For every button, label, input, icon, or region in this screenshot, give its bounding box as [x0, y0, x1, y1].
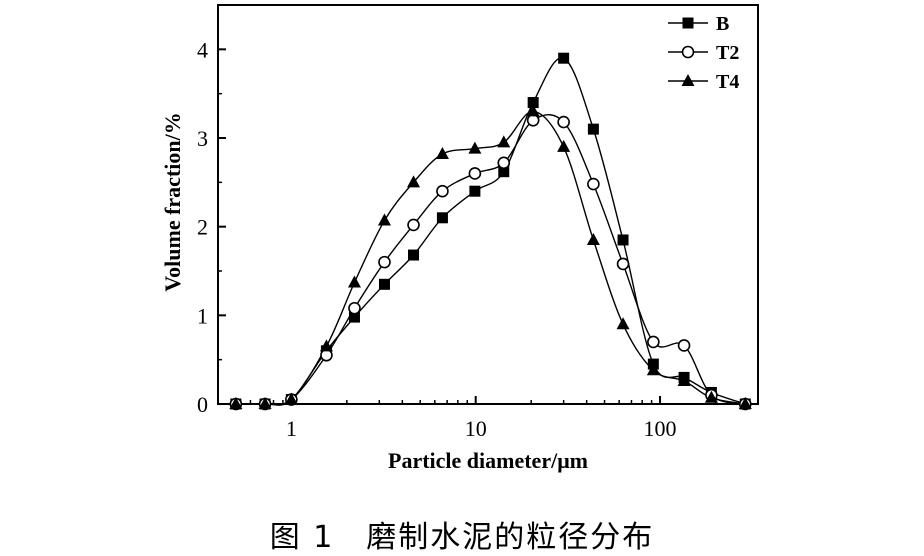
data-point-t4	[468, 141, 482, 154]
data-point-t4	[407, 175, 421, 188]
axis-ticks: 1 10 100 0 1 2 3 4	[197, 37, 749, 441]
data-point-t2	[436, 184, 449, 198]
x-tick-label: 100	[644, 416, 677, 441]
y-tick-label: 2	[197, 215, 208, 240]
x-axis-title: Particle diameter/μm	[388, 448, 588, 473]
y-tick-label: 4	[197, 37, 208, 62]
data-point-b	[408, 249, 420, 261]
data-point-t4	[377, 213, 391, 226]
legend: B T2 T4	[668, 13, 739, 93]
series-line-t4	[235, 110, 746, 406]
data-point-t2	[647, 335, 660, 349]
y-tick-label: 1	[197, 303, 208, 328]
data-point-t4	[616, 317, 630, 330]
series-line-t2	[235, 113, 746, 406]
data-point-b	[378, 278, 390, 290]
data-point-t2	[677, 339, 691, 352]
data-point-t4	[435, 146, 449, 159]
data-point-t2	[407, 218, 420, 232]
data-point-t2	[587, 177, 600, 191]
legend-label-t4: T4	[716, 71, 739, 93]
y-tick-label: 0	[197, 392, 208, 417]
data-point-t4	[229, 397, 243, 409]
data-point-t4	[526, 104, 540, 117]
data-point-t4	[319, 339, 333, 352]
data-point-b	[617, 234, 629, 246]
legend-label-b: B	[716, 13, 729, 35]
data-point-t4	[738, 397, 752, 409]
y-axis-title: Volume fraction/%	[160, 112, 185, 291]
series-curves	[235, 57, 746, 406]
data-point-b	[558, 52, 570, 64]
plot-frame	[217, 4, 759, 405]
data-point-t4	[677, 373, 691, 386]
data-point-t2	[348, 301, 361, 315]
data-point-t4	[258, 397, 272, 409]
figure-caption: 图 1 磨制水泥的粒径分布	[269, 520, 655, 555]
series-markers	[229, 52, 752, 411]
data-point-t4	[646, 363, 660, 376]
data-point-t4	[284, 392, 298, 405]
data-point-t2	[616, 257, 630, 271]
data-point-t2	[378, 255, 391, 269]
x-tick-label: 10	[465, 416, 487, 441]
data-point-t2	[320, 348, 333, 362]
data-point-b	[587, 123, 599, 135]
data-point-t4	[347, 275, 361, 288]
data-point-t4	[704, 390, 718, 403]
y-tick-label: 3	[197, 126, 208, 151]
legend-marker-t4	[681, 74, 695, 86]
legend-marker-t2	[681, 45, 695, 59]
data-point-b	[498, 166, 510, 178]
data-point-t4	[497, 135, 511, 148]
data-point-b	[527, 97, 539, 109]
data-point-t2	[557, 115, 570, 129]
data-point-b	[469, 185, 481, 197]
series-line-b	[235, 57, 746, 406]
data-point-b	[436, 212, 448, 224]
data-point-t4	[557, 139, 571, 152]
data-point-t4	[586, 232, 600, 245]
legend-label-t2: T2	[716, 42, 739, 64]
data-point-t2	[526, 113, 540, 127]
x-tick-label: 1	[286, 416, 297, 441]
data-point-t2	[468, 167, 482, 180]
legend-marker-b	[682, 17, 694, 29]
data-point-t2	[497, 156, 511, 170]
data-point-b	[348, 311, 360, 323]
